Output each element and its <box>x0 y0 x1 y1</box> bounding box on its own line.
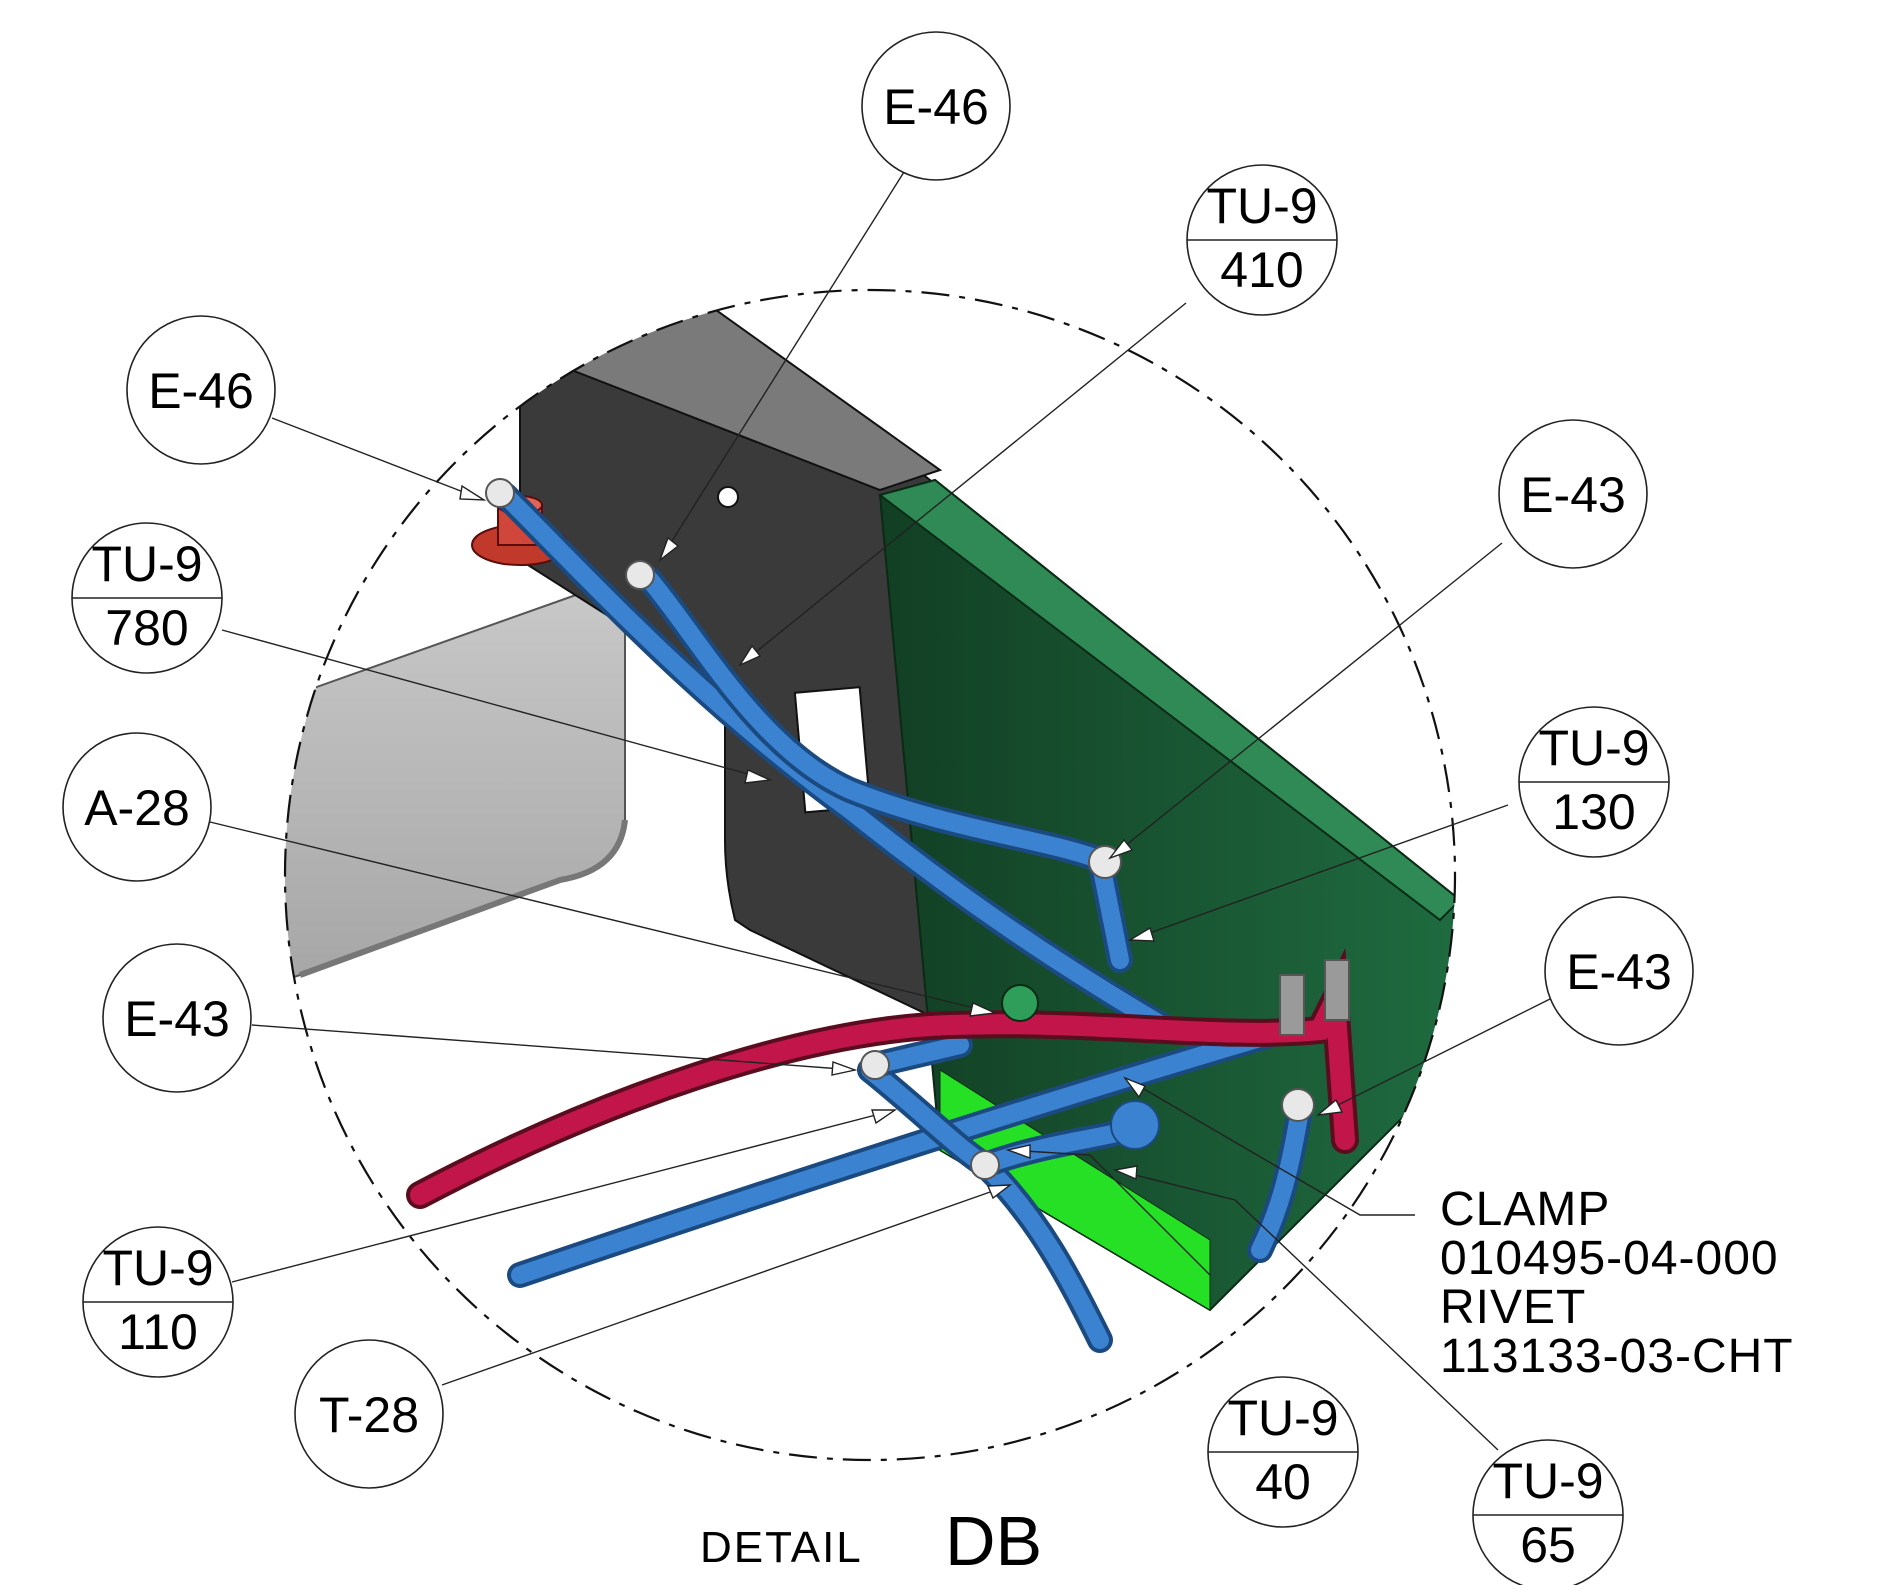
balloon-top-label: TU-9 <box>1206 178 1317 234</box>
balloon-bottom-label: 65 <box>1520 1517 1576 1573</box>
balloon-bottom-label: 780 <box>105 600 188 656</box>
balloon-e46-left: E-46 <box>126 315 276 465</box>
balloon-tu9-65: TU-9 65 <box>1472 1439 1624 1585</box>
green-panel-top-edge <box>877 478 1455 922</box>
panel-hole <box>717 486 739 508</box>
balloon-bottom-label: 110 <box>118 1304 198 1360</box>
balloon-bottom-label: 40 <box>1255 1454 1311 1510</box>
leader-arrowheads <box>459 484 1344 1200</box>
balloon-label: E-46 <box>148 363 254 419</box>
detail-label-prefix: DETAIL <box>700 1523 863 1572</box>
balloon-top-label: TU-9 <box>1227 1390 1338 1446</box>
balloon-label: A-28 <box>84 780 190 836</box>
grey-tray-edge <box>298 819 628 978</box>
balloon-e46-top: E-46 <box>861 31 1011 181</box>
balloon-label: E-46 <box>883 79 989 135</box>
balloon-top-label: TU-9 <box>91 536 202 592</box>
balloon-tu9-110: TU-9 110 <box>82 1226 234 1378</box>
blue-tube-routing <box>492 482 1313 1353</box>
clamp-rivet-note: CLAMP 010495-04-000 RIVET 113133-03-CHT <box>1440 1183 1794 1383</box>
detail-label-name: DB <box>945 1502 1042 1580</box>
balloon-tu9-130: TU-9 130 <box>1518 706 1670 858</box>
balloon-bottom-label: 130 <box>1552 784 1635 840</box>
balloon-top-label: TU-9 <box>102 1240 213 1296</box>
red-tube-routing <box>406 948 1359 1209</box>
balloon-e43-left: E-43 <box>102 943 252 1093</box>
detail-label: DETAIL DB <box>700 1502 1042 1580</box>
note-line-4: 113133-03-CHT <box>1440 1330 1794 1383</box>
balloon-top-label: TU-9 <box>1538 720 1649 776</box>
balloon-t28: T-28 <box>294 1339 444 1489</box>
balloon-label: E-43 <box>1520 467 1626 523</box>
tube-fittings <box>485 478 1350 1180</box>
balloon-tu9-410: TU-9 410 <box>1186 164 1338 316</box>
detail-boundary-circle <box>283 288 1457 1462</box>
note-line-3: RIVET <box>1440 1281 1586 1334</box>
balloon-tu9-780: TU-9 780 <box>71 522 223 674</box>
balloon-a28: A-28 <box>62 732 212 882</box>
balloon-label: T-28 <box>319 1387 419 1443</box>
balloon-top-label: TU-9 <box>1492 1453 1603 1509</box>
note-line-2: 010495-04-000 <box>1440 1232 1779 1285</box>
balloon-tu9-40: TU-9 40 <box>1207 1376 1359 1528</box>
balloon-e43-right-lower: E-43 <box>1544 896 1694 1046</box>
balloon-bottom-label: 410 <box>1220 242 1303 298</box>
balloon-label: E-43 <box>124 991 230 1047</box>
leader-lines <box>209 171 1553 1451</box>
detail-view-artwork <box>285 290 1455 1353</box>
grey-tray-panel <box>285 587 626 987</box>
note-line-1: CLAMP <box>1440 1183 1610 1236</box>
balloon-label: E-43 <box>1566 944 1672 1000</box>
balloon-e43-right-upper: E-43 <box>1498 419 1648 569</box>
